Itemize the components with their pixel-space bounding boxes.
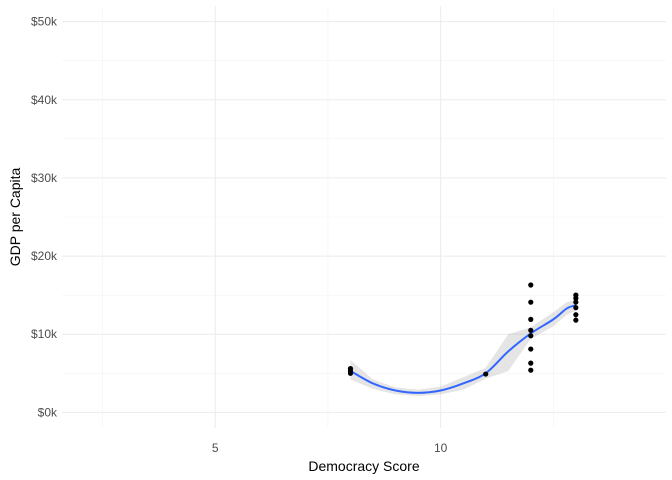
data-point [528, 299, 534, 305]
data-points [347, 282, 579, 377]
major-gridlines [62, 6, 666, 428]
data-point [573, 305, 579, 311]
y-axis-ticks: $0k $10k $20k $30k $40k $50k [31, 15, 58, 420]
y-tick-label: $50k [31, 15, 58, 29]
x-tick-label: 10 [434, 441, 448, 455]
data-point [528, 282, 534, 288]
x-axis-ticks: 5 10 [212, 441, 448, 455]
data-point [528, 346, 534, 352]
smooth-trend-line [349, 304, 577, 394]
data-point [573, 312, 579, 318]
data-point [573, 295, 579, 301]
y-axis-title: GDP per Capita [7, 168, 23, 267]
data-point [528, 327, 534, 333]
x-axis-title: Democracy Score [308, 458, 419, 474]
y-tick-label: $0k [38, 405, 58, 419]
data-point [528, 316, 534, 322]
data-point [347, 366, 354, 372]
data-point [573, 299, 579, 305]
data-point [528, 367, 534, 373]
data-point [483, 371, 489, 377]
data-point [528, 360, 534, 366]
y-tick-label: $20k [31, 249, 58, 263]
y-tick-label: $40k [31, 93, 58, 107]
y-tick-label: $30k [31, 171, 58, 185]
data-point [528, 333, 534, 339]
data-point [573, 317, 579, 323]
confidence-band [350, 299, 576, 396]
minor-gridlines [62, 6, 666, 428]
x-tick-label: 5 [212, 441, 219, 455]
y-tick-label: $10k [31, 327, 58, 341]
